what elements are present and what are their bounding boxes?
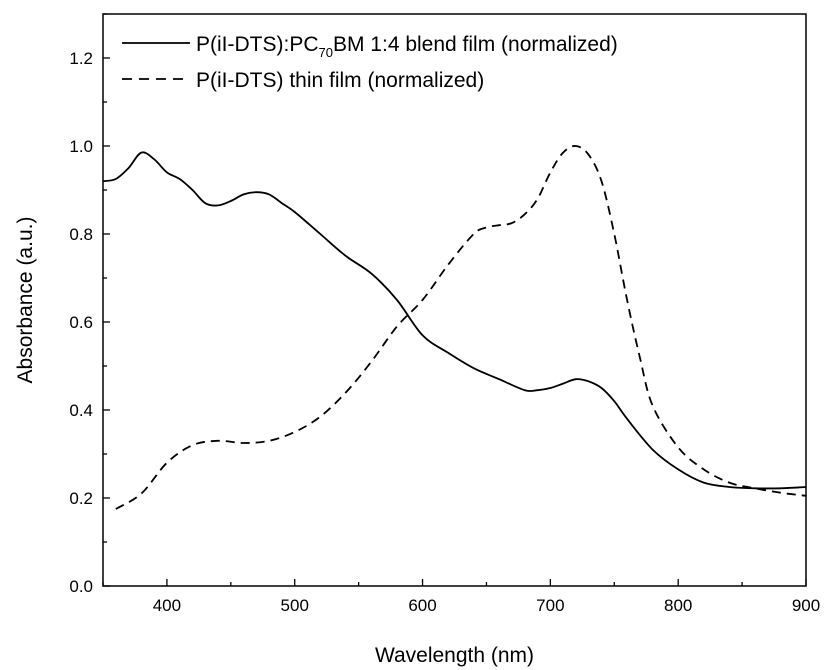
- y-tick-label: 1.2: [69, 49, 93, 68]
- x-tick-label: 700: [536, 596, 564, 615]
- series-line-thin-film: [115, 145, 807, 510]
- series-line-blend-film: [102, 151, 807, 490]
- series-lines: [102, 145, 807, 510]
- legend-label-blend-part2: BM 1:4 blend film (normalized): [333, 33, 618, 56]
- y-axis-title: Absorbance (a.u.): [14, 217, 37, 384]
- y-tick-label: 0.4: [69, 401, 93, 420]
- x-axis-title: Wavelength (nm): [375, 644, 534, 667]
- y-tick-label: 1.0: [69, 137, 93, 156]
- x-tick-label: 600: [408, 596, 436, 615]
- legend-label-blend-subscript: 70: [319, 45, 333, 60]
- x-tick-label: 800: [664, 596, 692, 615]
- y-axis: 0.0 0.2 0.4 0.6 0.8 1.0 1.2: [69, 13, 110, 596]
- legend: P(iI-DTS):PC70BM 1:4 blend film (normali…: [122, 33, 618, 92]
- y-tick-label: 0.6: [69, 313, 93, 332]
- y-tick-label: 0.2: [69, 489, 93, 508]
- y-tick-label: 0.0: [69, 577, 93, 596]
- legend-label-blend: P(iI-DTS):PC70BM 1:4 blend film (normali…: [196, 33, 618, 60]
- x-tick-label: 500: [281, 596, 309, 615]
- legend-label-blend-part1: P(iI-DTS):PC: [196, 33, 319, 56]
- x-tick-label: 900: [792, 596, 820, 615]
- y-tick-label: 0.8: [69, 225, 93, 244]
- x-tick-label: 400: [153, 596, 181, 615]
- x-axis: 400 500 600 700 800 900: [102, 579, 820, 615]
- legend-label-thin-film: P(iI-DTS) thin film (normalized): [196, 69, 484, 92]
- plot-frame: [102, 13, 807, 587]
